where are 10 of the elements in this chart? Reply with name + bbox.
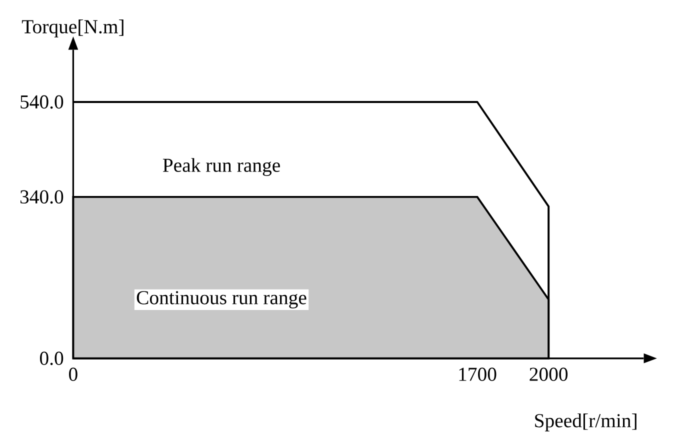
y-tick-label: 540.0 [20,95,64,109]
y-tick-label: 0.0 [40,352,64,365]
annotation: Continuous run range [136,290,306,308]
y-axis-title: Torque[N.m] [22,19,124,38]
annotation: Peak run range [162,158,280,176]
x-axis-title: Speed[r/min] [535,413,636,432]
y-tick-label: 340.0 [20,190,64,204]
x-tick-label: 0 [69,368,78,381]
x-tick-label: 1700 [459,368,496,381]
x-tick-label: 2000 [530,368,568,381]
